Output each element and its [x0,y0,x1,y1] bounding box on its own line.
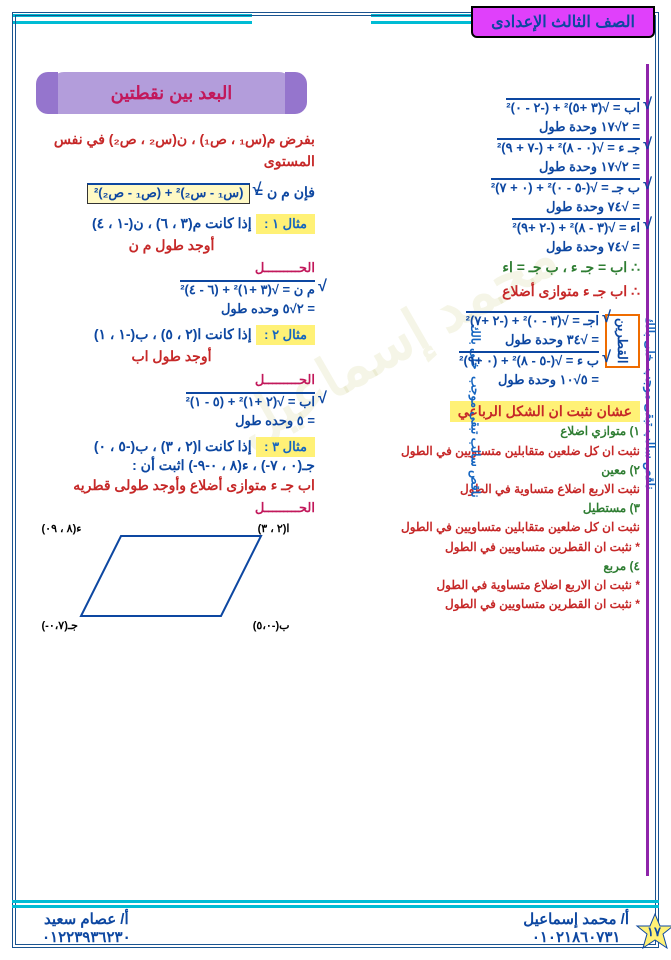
rule2-text: نثبت الاربع اضلاع متساوية في الطول [329,480,640,499]
calc-bc-result: = √٧٤ وحدة طول [329,199,640,215]
content: البعد بين نقطتين بفرض م(س₁ ، ص₁) ، ن(س₂ … [22,64,649,876]
calc-ab: اب = √(٣ +٥)² + (-٢ - ٠)² [329,98,640,116]
solution-label-1: الحـــــــــل [28,260,315,276]
formula-row: فإن م ن = (س₁ - س₂)² + (ص₁ - ص₂)² [28,179,315,208]
formula-prefix: فإن م ن = [255,184,315,200]
conclusion-1: ∴ اب = جـ ء ، ب جـ = اء [329,259,640,276]
rule3-text1: نثبت ان كل ضلعين متقابلين متساويين في ال… [329,518,640,537]
vertex-b: ب(-٥،٠) [253,619,290,632]
footer: أ/ محمد إسماعيل ٠١٠٢١٨٦٠٧٣١ أ/ عصام سعيد… [12,910,659,946]
vertex-a: ا(٢ ، ٣) [258,522,290,535]
footer-left: أ/ عصام سعيد ٠١٢٢٣٩٣٦٢٣٠ [42,910,131,946]
ex1-sol-line2: = ٢√٥ وحده طول [28,301,315,317]
page: محمد إسماعيل الصف الثالث الإعدادى البعد … [0,0,671,960]
calc-bc: ب جـ = √(-٥ - ٠)² + (٠ + ٧)² [329,178,640,196]
calc-diag2-result: = ٥√١٠ وحدة طول [329,372,599,388]
right-column: البعد بين نقطتين بفرض م(س₁ ، ص₁) ، ن(س₂ … [22,64,323,876]
rule1-text: نثبت ان كل ضلعين متقابلين متساويين في ال… [329,442,640,461]
ex3-text: إذا كانت ا(٢ ، ٣) ، ب(-٥ ، ٠) [94,438,252,454]
ex2-find: أوجد طول اب [28,345,315,367]
shape-svg [71,526,271,626]
teacher1-phone: ٠١٠٢١٨٦٠٧٣١ [523,928,629,946]
example3: مثال ٣ : إذا كانت ا(٢ ، ٣) ، ب(-٥ ، ٠) [28,437,315,457]
left-column: ناقص سالب تبقى موجب خلى بالك اب = √(٣ +٥… [323,64,649,876]
banner-text: البعد بين نقطتين [111,83,233,104]
main-frame: البعد بين نقطتين بفرض م(س₁ ، ص₁) ، ن(س₂ … [12,12,659,948]
rule4-text1: * نثبت ان الاربع اضلاع متساوية في الطول [329,576,640,595]
teacher2-name: أ/ عصام سعيد [42,910,131,928]
parallelogram-figure: ا(٢ ، ٣) ء(٨ ، ٠٩) ب(-٥،٠) جـ(٠،٧-) [71,526,271,626]
decor-line-bottom [12,900,659,908]
rule2: ٢) معين [329,461,640,480]
rules-list: ١) متوازي اضلاع نثبت ان كل ضلعين متقابلي… [329,422,640,614]
grade-badge: الصف الثالث الإعدادى [471,6,655,38]
distance-formula: (س₁ - س₂)² + (ص₁ - ص₂)² [87,183,251,204]
solution-label-3: الحـــــــــل [28,500,315,516]
calc-ab-result: = ٢√١٧ وحدة طول [329,119,640,135]
ex1-sol-line1: م ن = √(٣ +١)² + (٦ - ٤)² [28,280,315,298]
ex2-text: إذا كانت ا(٢ ، ٥) ، ب(-١ ، ١) [94,326,252,342]
calc-diag1-result: = √٣٤ وحدة طول [329,332,599,348]
calc-diag2: ب ء = √(-٥ - ٨)² + (٠ +٩)² [329,351,599,369]
intro-line2: المستوى [28,150,315,172]
ex1-text: إذا كانت م(٣ ، ٦) ، ن(-١ ، ٤) [92,215,252,231]
ex3-prove: اب جـ ء متوازى أضلاع وأوجد طولى قطريه [28,474,315,496]
calc-ad: اء = √(٣ - ٨)² + (-٢ +٩)² [329,218,640,236]
ex1-find: أوجد طول م ن [28,234,315,256]
ex1-label: مثال ١ : [256,214,315,234]
vertical-note-mid: ناقص سالب تبقى موجب خلى بالك [468,324,482,498]
ex2-sol-line2: = ٥ وحده طول [28,413,315,429]
vertex-c: جـ(٠،٧-) [41,619,77,632]
rule1: ١) متوازي اضلاع [329,422,640,441]
ex3-text2: جـ(٠ ، ٧-) ، ء(٨ ، ٠-٩-) اثبت أن : [28,457,315,474]
calc-cd: جـ ء = √(٠ - ٨)² + (-٧ + ٩)² [329,138,640,156]
page-number-star: ١٧ [635,912,671,952]
prove-section: عشان نثبت ان الشكل الرباعي [329,401,640,422]
teacher1-name: أ/ محمد إسماعيل [523,910,629,928]
ex2-sol-line1: اب = √(٢ +١)² + (٥ - ١)² [28,392,315,410]
vertex-d: ء(٨ ، ٠٩) [41,522,81,535]
ex2-label: مثال ٢ : [256,325,315,345]
intro-line1: بفرض م(س₁ ، ص₁) ، ن(س₂ ، ص₂) في نفس [28,128,315,150]
solution-label-2: الحـــــــــل [28,372,315,388]
rule3: ٣) مستطيل [329,499,640,518]
teacher2-phone: ٠١٢٢٣٩٣٦٢٣٠ [42,928,131,946]
title-banner: البعد بين نقطتين [50,72,294,114]
conclusion-2: ∴ اب جـ ء متوازى أضلاع [329,280,640,302]
rule4: ٤) مربع [329,557,640,576]
calc-diag1: اجـ = √(٣ - ٠)² + (-٢ +٧)² [329,311,599,329]
calc-ad-result: = √٧٤ وحدة طول [329,239,640,255]
rule4-text2: * نثبت ان القطرين متساويين في الطول [329,595,640,614]
calc-cd-result: = ٢√١٧ وحدة طول [329,159,640,175]
example1: مثال ١ : إذا كانت م(٣ ، ٦) ، ن(-١ ، ٤) [28,214,315,234]
ex3-label: مثال ٣ : [256,437,315,457]
rule3-text2: * نثبت ان القطرين متساويين في الطول [329,538,640,557]
footer-right: أ/ محمد إسماعيل ٠١٠٢١٨٦٠٧٣١ [523,910,629,946]
page-number: ١٧ [647,924,661,940]
example2: مثال ٢ : إذا كانت ا(٢ ، ٥) ، ب(-١ ، ١) [28,325,315,345]
diagonals-block: القطرين اجـ = √(٣ - ٠)² + (-٢ +٧)² = √٣٤… [329,308,640,391]
